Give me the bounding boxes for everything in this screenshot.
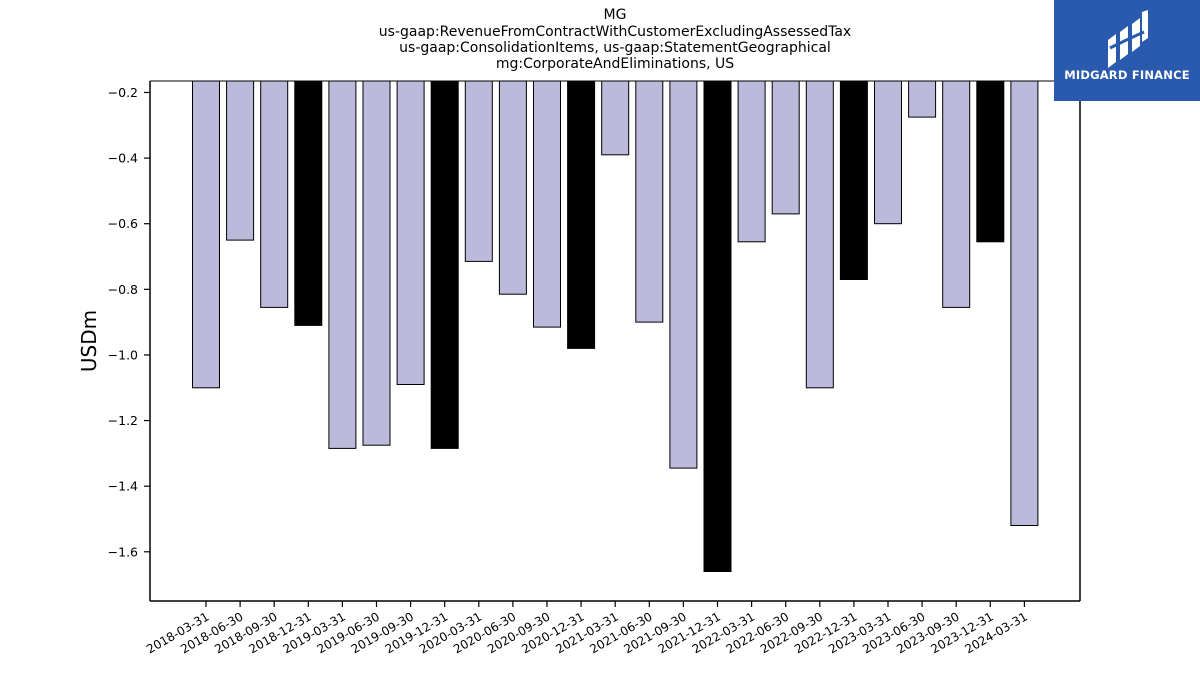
chart-title-line-3: us-gaap:ConsolidationItems, us-gaap:Stat… <box>399 40 831 56</box>
bar-2019-12-31 <box>430 80 459 449</box>
bar-2020-03-31 <box>464 80 493 262</box>
bar-2021-03-31 <box>601 80 630 156</box>
y-tick-label: −1.4 <box>108 479 138 494</box>
bar-2018-12-31 <box>294 80 323 326</box>
y-tick-label: −0.6 <box>108 216 138 231</box>
bar-2022-06-30 <box>771 80 800 215</box>
bar-2023-06-30 <box>908 80 937 118</box>
bar-2023-03-31 <box>874 80 902 225</box>
bar-2023-12-31 <box>976 80 1005 243</box>
bar-2020-06-30 <box>498 80 527 295</box>
chart-title-line-4: mg:CorporateAndEliminations, US <box>495 56 735 72</box>
bar-2019-06-30 <box>362 80 391 446</box>
bar-2018-06-30 <box>226 80 255 241</box>
brand-logo: MIDGARD FINANCE <box>1054 0 1200 101</box>
y-axis-label: USDm <box>77 310 101 372</box>
brand-name: MIDGARD FINANCE <box>1064 68 1190 82</box>
y-tick-label: −1.0 <box>108 347 138 362</box>
y-tick-label: −1.6 <box>108 544 138 559</box>
bar-2020-09-30 <box>533 80 561 328</box>
bar-2023-09-30 <box>942 80 971 308</box>
bar-2022-03-31 <box>737 80 766 243</box>
bar-2021-06-30 <box>635 80 664 323</box>
y-tick-label: −0.2 <box>108 85 138 100</box>
bar-2022-12-31 <box>839 80 868 280</box>
bar-2019-03-31 <box>328 80 357 449</box>
midgard-logo-icon <box>1108 10 1148 68</box>
y-tick-label: −1.2 <box>108 413 138 428</box>
bar-2018-03-31 <box>192 80 220 389</box>
bar-2020-12-31 <box>567 80 596 349</box>
bar-2021-12-31 <box>703 80 732 572</box>
bar-2018-09-30 <box>260 80 289 308</box>
y-tick-label: −0.4 <box>108 151 138 166</box>
chart-title-line-1: MG <box>603 7 627 23</box>
y-tick-label: −0.8 <box>108 282 138 297</box>
chart-title-line-2: us-gaap:RevenueFromContractWithCustomerE… <box>378 24 852 40</box>
bar-2019-09-30 <box>396 80 425 385</box>
bar-2021-09-30 <box>669 80 698 469</box>
bar-2024-03-31 <box>1010 80 1039 526</box>
bar-2022-09-30 <box>805 80 834 389</box>
